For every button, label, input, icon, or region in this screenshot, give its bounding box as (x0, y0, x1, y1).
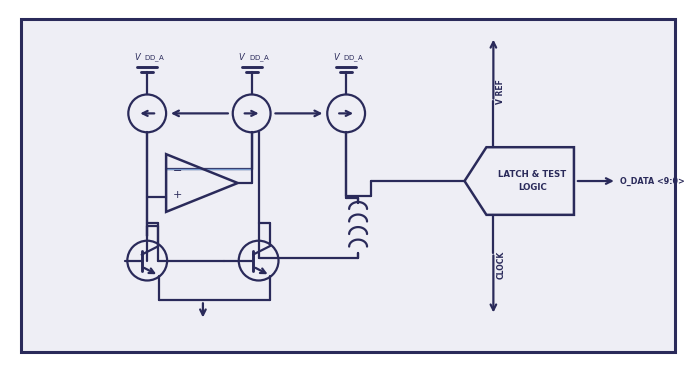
Text: $\mathregular{V}$: $\mathregular{V}$ (134, 51, 142, 62)
Text: O_DATA <9:0>: O_DATA <9:0> (620, 177, 685, 186)
Text: $\mathregular{DD\_A}$: $\mathregular{DD\_A}$ (343, 53, 364, 64)
Text: $\mathregular{DD\_A}$: $\mathregular{DD\_A}$ (144, 53, 165, 64)
Text: $\mathregular{V}$: $\mathregular{V}$ (333, 51, 341, 62)
Text: LATCH & TEST: LATCH & TEST (498, 170, 566, 178)
FancyBboxPatch shape (21, 19, 676, 352)
Text: +: + (172, 190, 182, 200)
Text: LOGIC: LOGIC (518, 184, 547, 193)
Text: $\mathregular{DD\_A}$: $\mathregular{DD\_A}$ (248, 53, 270, 64)
Text: CLOCK: CLOCK (496, 251, 505, 279)
Text: V REF: V REF (496, 79, 505, 104)
Text: −: − (172, 165, 182, 175)
Text: $\mathregular{V}$: $\mathregular{V}$ (239, 51, 246, 62)
